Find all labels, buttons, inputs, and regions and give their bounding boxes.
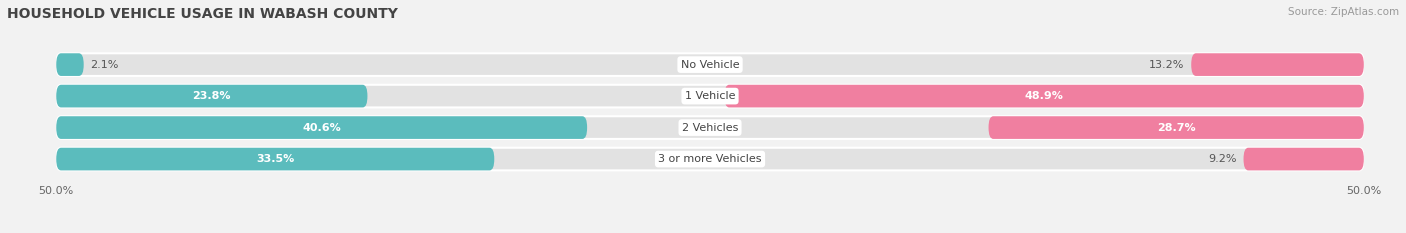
FancyBboxPatch shape: [56, 148, 1364, 170]
Text: 9.2%: 9.2%: [1209, 154, 1237, 164]
FancyBboxPatch shape: [56, 116, 1364, 139]
Text: 2 Vehicles: 2 Vehicles: [682, 123, 738, 133]
Text: 3 or more Vehicles: 3 or more Vehicles: [658, 154, 762, 164]
Text: HOUSEHOLD VEHICLE USAGE IN WABASH COUNTY: HOUSEHOLD VEHICLE USAGE IN WABASH COUNTY: [7, 7, 398, 21]
FancyBboxPatch shape: [56, 148, 495, 170]
Text: 33.5%: 33.5%: [256, 154, 294, 164]
FancyBboxPatch shape: [1191, 53, 1364, 76]
Text: 48.9%: 48.9%: [1025, 91, 1063, 101]
FancyBboxPatch shape: [56, 85, 1364, 107]
FancyBboxPatch shape: [724, 85, 1364, 107]
FancyBboxPatch shape: [56, 85, 367, 107]
Text: 28.7%: 28.7%: [1157, 123, 1195, 133]
Text: 2.1%: 2.1%: [90, 60, 118, 70]
Text: No Vehicle: No Vehicle: [681, 60, 740, 70]
FancyBboxPatch shape: [56, 53, 84, 76]
Text: 40.6%: 40.6%: [302, 123, 342, 133]
FancyBboxPatch shape: [56, 116, 588, 139]
Text: 23.8%: 23.8%: [193, 91, 231, 101]
FancyBboxPatch shape: [988, 116, 1364, 139]
FancyBboxPatch shape: [56, 53, 1364, 76]
Text: 1 Vehicle: 1 Vehicle: [685, 91, 735, 101]
Text: 13.2%: 13.2%: [1149, 60, 1185, 70]
FancyBboxPatch shape: [1243, 148, 1364, 170]
Text: Source: ZipAtlas.com: Source: ZipAtlas.com: [1288, 7, 1399, 17]
